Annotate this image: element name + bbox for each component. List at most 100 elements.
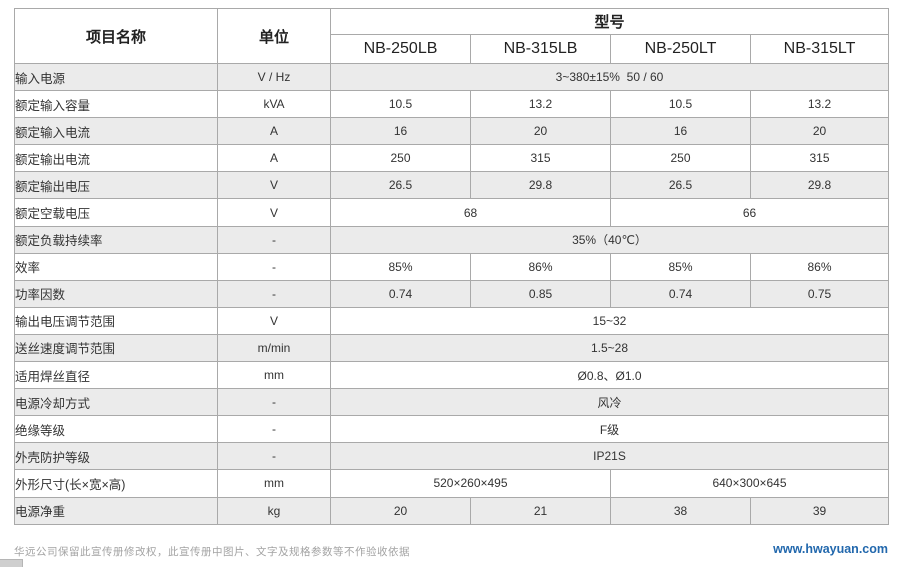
row-label: 外壳防护等级 bbox=[14, 442, 218, 471]
table-row: 额定空载电压 V 68 66 bbox=[14, 198, 890, 227]
table-row: 电源净重 kg 20 21 38 39 bbox=[14, 496, 890, 525]
row-value: 20 bbox=[470, 117, 611, 146]
row-unit: A bbox=[217, 144, 331, 173]
row-unit: V bbox=[217, 306, 331, 335]
table-row: 额定输入容量 kVA 10.5 13.2 10.5 13.2 bbox=[14, 90, 890, 119]
row-value: 16 bbox=[610, 117, 751, 146]
row-value: 29.8 bbox=[749, 171, 890, 200]
row-value: 38 bbox=[610, 496, 751, 525]
row-label: 效率 bbox=[14, 252, 218, 281]
table-row: 额定负载持续率 -35%（40℃） bbox=[14, 225, 890, 254]
row-unit: V / Hz bbox=[217, 62, 331, 92]
row-value: 86% bbox=[749, 252, 890, 281]
row-value: 315 bbox=[749, 144, 890, 173]
row-value: 0.75 bbox=[749, 279, 890, 308]
table-row: 效率 -85% 86% 85% 86% bbox=[14, 252, 890, 281]
row-unit: - bbox=[217, 279, 331, 308]
row-unit: - bbox=[217, 252, 331, 281]
column-header-model-nb315lt: NB-315LT bbox=[749, 34, 890, 64]
row-unit: mm bbox=[217, 469, 331, 498]
row-value: 35%（40℃） bbox=[329, 225, 890, 254]
table-row: 适用焊丝直径 mm Ø0.8、Ø1.0 bbox=[14, 361, 890, 390]
table-row: 送丝速度调节范围 m/min 1.5~28 bbox=[14, 333, 890, 363]
table-row: 额定输出电流 A 250 315 250 315 bbox=[14, 144, 890, 173]
row-value: 26.5 bbox=[610, 171, 751, 200]
row-value: 21 bbox=[470, 496, 611, 525]
row-value: 85% bbox=[610, 252, 751, 281]
row-label: 额定空载电压 bbox=[14, 198, 218, 227]
row-unit: mm bbox=[217, 361, 331, 390]
row-label: 电源净重 bbox=[14, 496, 218, 525]
row-value: 1.5~28 bbox=[329, 333, 890, 363]
row-unit: - bbox=[217, 388, 331, 417]
column-header-model-nb250lb: NB-250LB bbox=[330, 34, 471, 64]
row-label: 电源冷却方式 bbox=[14, 388, 218, 417]
table-row: 功率因数 -0.74 0.85 0.74 0.75 bbox=[14, 279, 890, 308]
row-value: 68 bbox=[330, 198, 611, 227]
table-row: 输出电压调节范围 V 15~32 bbox=[14, 306, 890, 335]
table-row: 额定输出电压 V 26.5 29.8 26.5 29.8 bbox=[14, 171, 890, 200]
row-unit: kVA bbox=[217, 90, 331, 119]
header-row-models: NB-250LB NB-315LB NB-250LT NB-315LT bbox=[15, 34, 890, 64]
column-header-model-nb250lt: NB-250LT bbox=[610, 34, 751, 64]
row-unit: kg bbox=[217, 496, 331, 525]
row-value: 39 bbox=[749, 496, 890, 525]
row-unit: V bbox=[217, 198, 331, 227]
table-row: 输入电源 V / Hz 3~380±15% 50 / 60 bbox=[14, 62, 890, 92]
row-unit: - bbox=[217, 225, 331, 254]
row-value: 250 bbox=[330, 144, 471, 173]
row-value: 315 bbox=[470, 144, 611, 173]
row-value: 520×260×495 bbox=[330, 469, 611, 498]
column-header-unit: 单位 bbox=[217, 8, 331, 64]
row-value: 13.2 bbox=[749, 90, 890, 119]
row-value: 250 bbox=[610, 144, 751, 173]
row-value: IP21S bbox=[329, 442, 890, 471]
row-label: 功率因数 bbox=[14, 279, 218, 308]
table-row: 外壳防护等级 - IP21S bbox=[14, 442, 890, 471]
row-unit: m/min bbox=[217, 333, 331, 363]
row-value: 640×300×645 bbox=[609, 469, 890, 498]
row-value: 66 bbox=[609, 198, 890, 227]
row-value: 29.8 bbox=[470, 171, 611, 200]
row-label: 绝缘等级 bbox=[14, 415, 218, 444]
row-value: 20 bbox=[749, 117, 890, 146]
row-unit: A bbox=[217, 117, 331, 146]
page-corner-decoration bbox=[0, 559, 23, 567]
footer-disclaimer-text: 华远公司保留此宣传册修改权，此宣传册中图片、文字及规格参数等不作验收依据 bbox=[14, 546, 410, 558]
column-header-item-name: 项目名称 bbox=[14, 8, 218, 64]
row-value: 风冷 bbox=[329, 388, 890, 417]
row-label: 额定输入容量 bbox=[14, 90, 218, 119]
row-value: 0.74 bbox=[330, 279, 471, 308]
row-label: 适用焊丝直径 bbox=[14, 361, 218, 390]
row-value: Ø0.8、Ø1.0 bbox=[329, 361, 890, 390]
row-value: F级 bbox=[329, 415, 890, 444]
row-label: 送丝速度调节范围 bbox=[14, 333, 218, 363]
table-row: 电源冷却方式 - 风冷 bbox=[14, 388, 890, 417]
row-value: 26.5 bbox=[330, 171, 471, 200]
row-value: 3~380±15% 50 / 60 bbox=[329, 62, 890, 92]
column-header-model-nb315lb: NB-315LB bbox=[470, 34, 611, 64]
row-value: 13.2 bbox=[470, 90, 611, 119]
row-value: 86% bbox=[470, 252, 611, 281]
row-label: 额定负载持续率 bbox=[14, 225, 218, 254]
row-value: 0.74 bbox=[610, 279, 751, 308]
row-value: 10.5 bbox=[610, 90, 751, 119]
row-label: 输入电源 bbox=[14, 62, 218, 92]
spec-table-body: 输入电源 V / Hz 3~380±15% 50 / 60 额定输入容量 kVA 10.5… bbox=[14, 62, 890, 525]
row-value: 0.85 bbox=[470, 279, 611, 308]
row-label: 输出电压调节范围 bbox=[14, 306, 218, 335]
row-label: 额定输入电流 bbox=[14, 117, 218, 146]
row-label: 外形尺寸(长×宽×高) bbox=[14, 469, 218, 498]
row-value: 15~32 bbox=[329, 306, 890, 335]
row-value: 85% bbox=[330, 252, 471, 281]
footer-website-link[interactable]: www.hwayuan.com bbox=[773, 542, 888, 556]
spec-table-header: 项目名称 单位 型号 NB-250LB NB-315LB NB-250LT NB… bbox=[14, 8, 890, 64]
row-unit: - bbox=[217, 415, 331, 444]
column-header-model-group: 型号 bbox=[329, 8, 890, 35]
row-unit: - bbox=[217, 442, 331, 471]
header-row-groups: 项目名称 单位 型号 bbox=[14, 8, 890, 64]
row-value: 20 bbox=[330, 496, 471, 525]
row-label: 额定输出电流 bbox=[14, 144, 218, 173]
table-row: 绝缘等级 - F级 bbox=[14, 415, 890, 444]
